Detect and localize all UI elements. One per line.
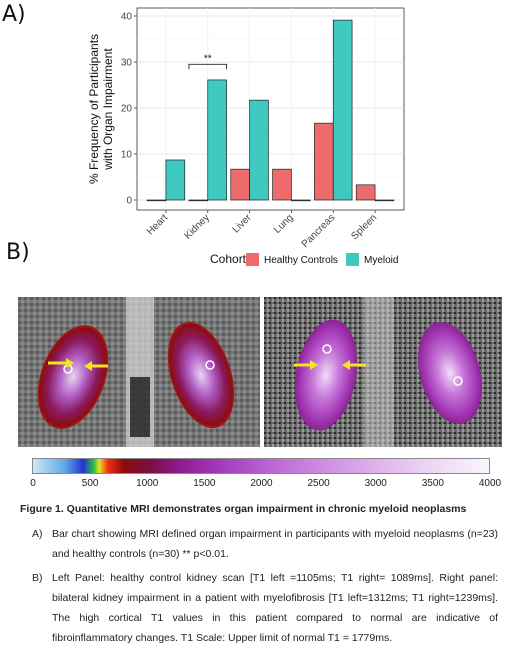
legend-swatch-myeloid <box>346 253 359 266</box>
scale-tick-label: 2000 <box>250 478 273 489</box>
mri-myelofibrosis-patient-image <box>264 297 502 447</box>
caption-item-a-text: Bar chart showing MRI defined organ impa… <box>52 528 498 560</box>
scale-tick-label: 3000 <box>364 478 387 489</box>
legend-swatch-healthy-controls <box>246 253 259 266</box>
scale-tick-label: 0 <box>30 478 36 489</box>
y-tick-label: 0 <box>126 196 132 207</box>
bar-myeloid-kidney <box>207 79 227 201</box>
x-tick-label-pancreas: Pancreas <box>300 212 338 250</box>
bar-myeloid-spleen <box>374 199 395 202</box>
y-tick-label: 10 <box>121 150 133 161</box>
mri-healthy-control-image <box>18 297 260 447</box>
mri-myelofibrosis-patient <box>264 297 502 447</box>
legend-label-healthy-controls: Healthy Controls <box>264 255 338 266</box>
mri-healthy-control <box>18 297 260 447</box>
bar-healthy-controls-spleen <box>355 184 376 201</box>
legend: Cohort Healthy Controls Myeloid <box>210 252 398 266</box>
scale-tick-label: 3500 <box>421 478 444 489</box>
x-tick-label-spleen: Spleen <box>349 212 379 242</box>
caption-item-a: A) Bar chart showing MRI defined organ i… <box>20 524 498 566</box>
caption-item-b: B) Left Panel: healthy control kidney sc… <box>20 568 498 650</box>
bar-healthy-controls-heart <box>146 199 167 202</box>
bar-myeloid-lung <box>291 199 311 202</box>
y-axis-label-line-1: % Frequency of Participants <box>87 34 101 184</box>
bar-healthy-controls-lung <box>272 168 292 201</box>
y-tick-label: 20 <box>121 104 133 115</box>
y-tick-label: 40 <box>121 12 133 23</box>
scale-tick-label: 2500 <box>307 478 330 489</box>
bar-healthy-controls-pancreas <box>314 122 334 201</box>
x-tick-label-lung: Lung <box>272 212 296 236</box>
scale-tick-label: 4000 <box>478 478 502 489</box>
t1-colour-scale-bar <box>32 458 490 474</box>
legend-label-myeloid: Myeloid <box>364 255 398 266</box>
bar-myeloid-pancreas <box>332 19 353 201</box>
y-axis-label-line-2: with Organ Impairment <box>101 48 115 171</box>
x-tick-label-heart: Heart <box>145 212 170 237</box>
caption-item-a-label: A) <box>32 528 43 540</box>
t1-colour-scale-ticks: 0 500 1000 1500 2000 2500 3000 3500 4000 <box>0 478 520 492</box>
scale-tick-label: 1500 <box>193 478 216 489</box>
panel-b-label: B) <box>6 240 30 265</box>
bar-myeloid-heart <box>165 159 186 201</box>
x-tick-label-kidney: Kidney <box>182 212 211 241</box>
significance-label: ** <box>204 53 212 64</box>
x-tick-label-liver: Liver <box>231 212 255 236</box>
bar-healthy-controls-liver <box>230 168 250 201</box>
bar-myeloid-liver <box>249 99 269 201</box>
significance-bracket <box>188 63 228 70</box>
scale-tick-label: 1000 <box>136 478 159 489</box>
bar-chart: 0 10 20 30 40 Heart Kidney Liver Lung Pancreas Sp… <box>87 7 405 266</box>
caption-item-b-label: B) <box>32 572 43 584</box>
bar-healthy-controls-kidney <box>188 199 209 202</box>
y-tick-label: 30 <box>121 58 133 69</box>
figure-caption-title: Figure 1. Quantitative MRI demonstrates … <box>20 503 467 515</box>
panel-a-label: A) <box>2 2 26 27</box>
scale-tick-label: 500 <box>81 478 99 489</box>
caption-item-b-text: Left Panel: healthy control kidney scan … <box>52 572 498 644</box>
legend-title: Cohort <box>210 252 247 266</box>
